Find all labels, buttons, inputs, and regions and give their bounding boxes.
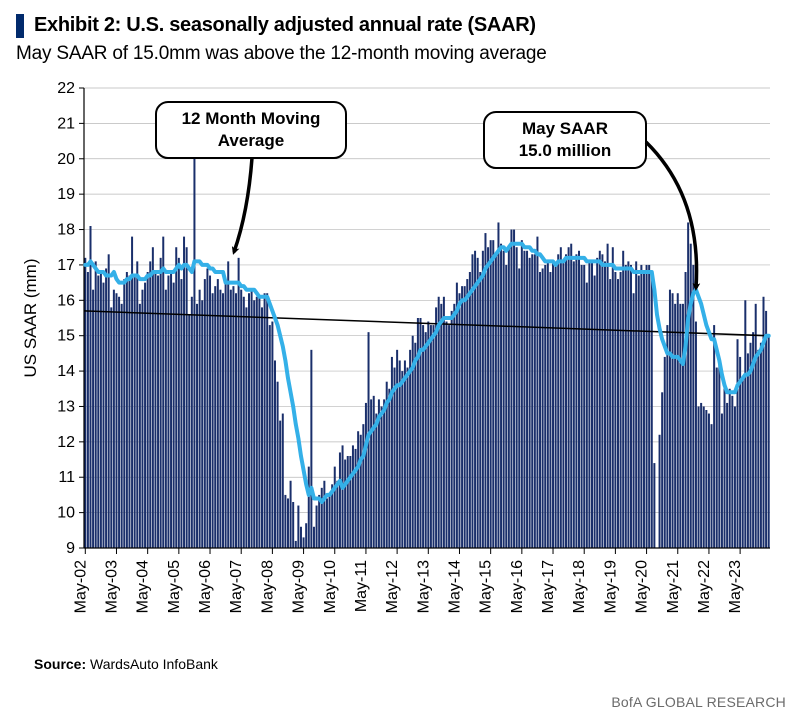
svg-text:13: 13: [57, 398, 75, 415]
svg-text:May-15: May-15: [478, 560, 495, 613]
svg-text:May-07: May-07: [228, 560, 245, 613]
svg-text:15.0 million: 15.0 million: [519, 141, 612, 160]
svg-text:May-19: May-19: [602, 560, 619, 613]
svg-text:Average: Average: [218, 131, 284, 150]
svg-text:May-08: May-08: [259, 560, 276, 613]
source-label: Source:: [34, 656, 86, 672]
svg-text:May-03: May-03: [103, 560, 120, 613]
svg-text:May-12: May-12: [384, 560, 401, 613]
svg-text:May-18: May-18: [571, 560, 588, 613]
svg-text:May-04: May-04: [135, 560, 152, 613]
svg-text:20: 20: [57, 151, 75, 168]
svg-text:21: 21: [57, 115, 75, 132]
svg-text:22: 22: [57, 82, 75, 97]
svg-text:May-02: May-02: [72, 560, 89, 613]
chart-container: 9 10 11 12 13 14 15 16 17 18 19 20 21 22 May-02 May-03 M…: [20, 82, 784, 644]
svg-text:May-16: May-16: [509, 560, 526, 613]
svg-text:May-06: May-06: [197, 560, 214, 613]
brand-text: BofA GLOBAL RESEARCH: [611, 694, 786, 710]
exhibit-label: Exhibit 2:: [34, 14, 121, 36]
source-line: Source: WardsAuto InfoBank: [34, 656, 218, 672]
svg-text:May-22: May-22: [696, 560, 713, 613]
svg-text:11: 11: [58, 469, 75, 486]
chart-header: Exhibit 2: U.S. seasonally adjusted annu…: [16, 14, 788, 65]
svg-text:May SAAR: May SAAR: [522, 119, 608, 138]
svg-text:May-10: May-10: [322, 560, 339, 613]
svg-text:14: 14: [57, 363, 75, 380]
title-text: U.S. seasonally adjusted annual rate (SA…: [126, 14, 535, 36]
svg-text:18: 18: [57, 222, 75, 239]
svg-text:May-11: May-11: [353, 560, 370, 612]
svg-text:May-20: May-20: [634, 560, 651, 613]
svg-text:May-17: May-17: [540, 560, 557, 613]
svg-text:May-13: May-13: [415, 560, 432, 613]
svg-text:May-09: May-09: [291, 560, 308, 613]
svg-text:15: 15: [57, 328, 75, 345]
chart-svg: 9 10 11 12 13 14 15 16 17 18 19 20 21 22 May-02 May-03 M…: [20, 82, 784, 644]
exhibit-title: Exhibit 2: U.S. seasonally adjusted annu…: [34, 14, 788, 37]
svg-text:16: 16: [57, 292, 75, 309]
svg-text:12 Month Moving: 12 Month Moving: [182, 109, 321, 128]
svg-text:May-14: May-14: [446, 560, 463, 613]
svg-text:19: 19: [57, 186, 75, 203]
svg-text:10: 10: [57, 505, 75, 522]
svg-text:17: 17: [57, 257, 75, 274]
exhibit-subtitle: May SAAR of 15.0mm was above the 12-mont…: [16, 43, 788, 65]
svg-text:9: 9: [66, 540, 75, 557]
svg-text:May-21: May-21: [665, 560, 682, 613]
svg-text:May-05: May-05: [166, 560, 183, 613]
accent-bar: [16, 14, 24, 38]
svg-text:12: 12: [57, 434, 75, 451]
svg-text:May-23: May-23: [727, 560, 744, 613]
source-text: WardsAuto InfoBank: [90, 656, 218, 672]
svg-text:US SAAR (mm): US SAAR (mm): [21, 259, 40, 378]
